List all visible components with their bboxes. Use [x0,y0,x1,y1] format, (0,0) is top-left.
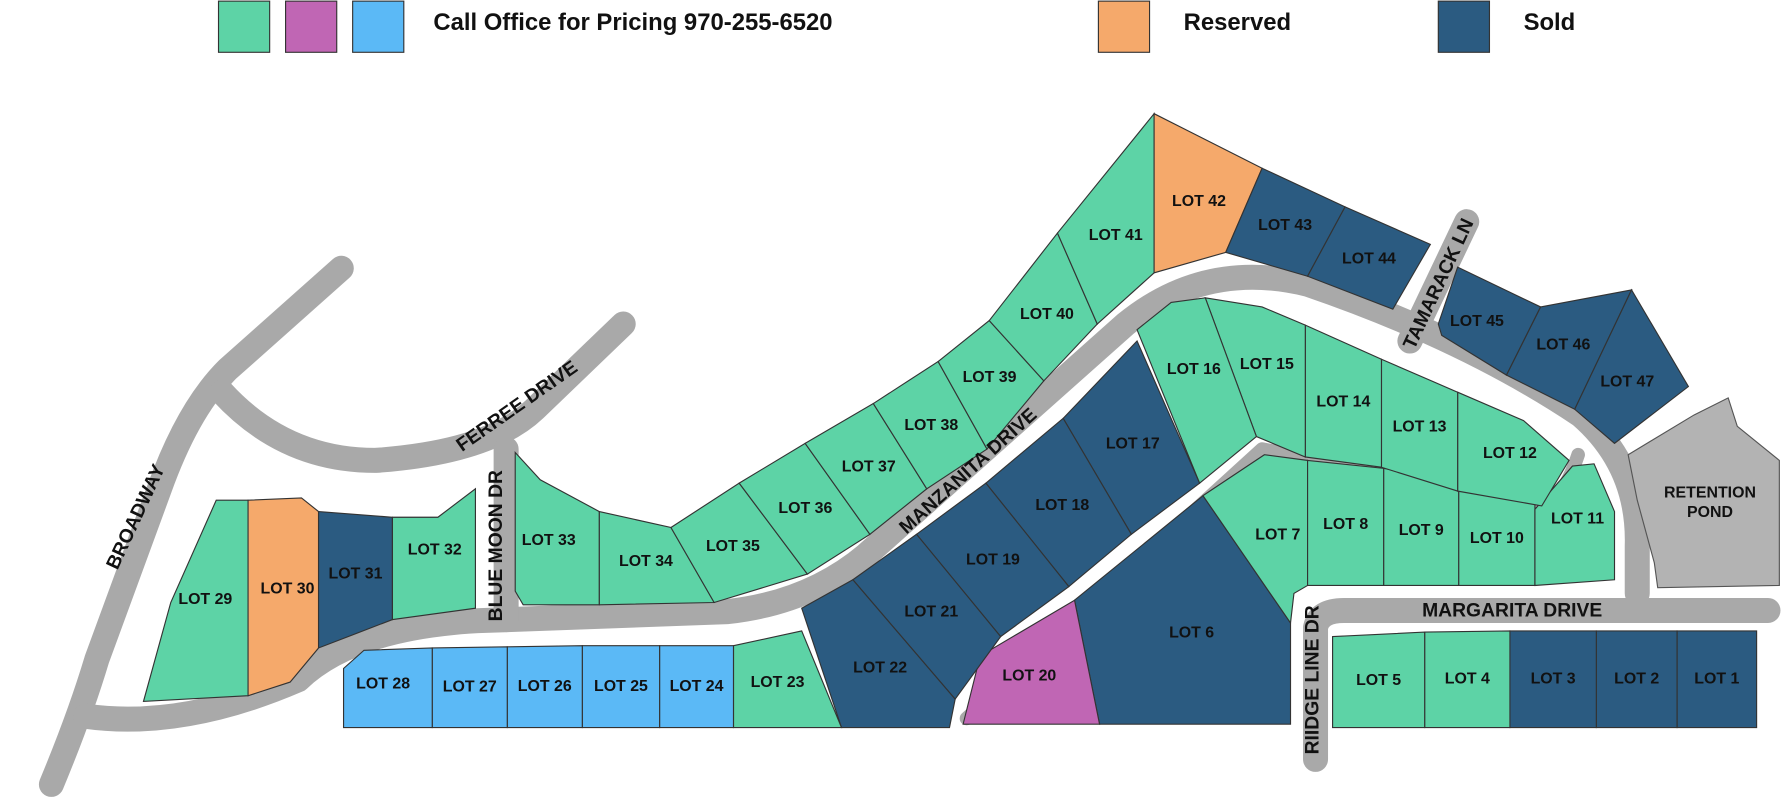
lot-label: LOT 42 [1172,193,1226,210]
lot-label: LOT 9 [1399,522,1444,539]
lot-label: LOT 25 [594,678,648,695]
road-label: MARGARITA DRIVE [1422,601,1602,622]
road [38,255,354,797]
lot-label: LOT 22 [853,660,907,677]
lot-label: LOT 29 [178,591,232,608]
lot-label: LOT 14 [1316,393,1370,410]
pond-label: RETENTION [1664,485,1756,502]
lot [1437,266,1542,376]
lot-label: LOT 19 [966,551,1020,568]
legend-swatch [285,0,338,53]
lot-label: LOT 12 [1483,445,1537,462]
lot-label: LOT 31 [329,565,383,582]
legend-label: Call Office for Pricing 970-255-6520 [433,9,832,36]
legend-swatch [352,0,405,53]
road-label: BLUE MOON DR [486,470,507,621]
road [72,264,1650,732]
pond-label: POND [1687,504,1733,521]
lot-label: LOT 13 [1393,419,1447,436]
lot [514,450,600,606]
lot-label: LOT 15 [1240,356,1294,373]
lot-label: LOT 37 [842,459,896,476]
road [1303,597,1781,772]
legend: Call Office for Pricing 970-255-6520 Rese… [217,0,1576,53]
lot [1136,297,1258,485]
lot-label: LOT 28 [356,676,410,693]
lot-label: LOT 34 [619,553,673,570]
lot-label: LOT 43 [1258,217,1312,234]
lot-label: LOT 10 [1470,530,1524,547]
legend-label: Sold [1524,9,1576,36]
lot-label: LOT 24 [670,678,724,695]
lot-label: LOT 11 [1551,511,1604,528]
lot-label: LOT 45 [1450,313,1504,330]
lot [391,487,476,621]
lot-label: LOT 35 [706,538,760,555]
lot [1574,288,1690,445]
lot-label: LOT 2 [1614,670,1659,687]
lot-label: LOT 6 [1169,625,1214,642]
lot [801,579,956,729]
lot-label: LOT 4 [1445,671,1490,688]
lot-label: LOT 26 [518,678,572,695]
lot-label: LOT 47 [1600,373,1654,390]
lot-label: LOT 32 [408,541,462,558]
lot-label: LOT 39 [963,369,1017,386]
lot-label: LOT 1 [1694,670,1739,687]
lot-label: LOT 30 [261,580,315,597]
lot [342,647,433,729]
road [209,311,636,473]
road-label: FERREE DRIVE [453,357,582,456]
legend-swatch [1097,0,1151,53]
lot [962,599,1101,725]
lot-label: LOT 46 [1536,337,1590,354]
lot-label: LOT 36 [778,500,832,517]
lot-label: LOT 3 [1531,670,1576,687]
road [1397,209,1480,354]
lot-label: LOT 40 [1020,306,1074,323]
lot-label: LOT 27 [443,679,497,696]
lots [142,112,1758,729]
lot-label: LOT 18 [1035,497,1089,514]
lot-label: LOT 44 [1342,250,1396,267]
lot-label: LOT 5 [1356,672,1401,689]
lot-label: LOT 23 [751,674,805,691]
retention-pond [1627,397,1780,589]
lot-label: LOT 17 [1106,435,1160,452]
legend-swatch [217,0,271,53]
legend-swatch [1437,0,1491,53]
lot-label: LOT 38 [904,417,958,434]
lot [1332,631,1426,729]
lot-label: LOT 7 [1255,527,1300,544]
lot-label: LOT 21 [904,604,958,621]
lot-label: LOT 16 [1167,361,1221,378]
lot-label: LOT 20 [1002,667,1056,684]
lot-label: LOT 33 [522,532,576,549]
legend-label: Reserved [1184,9,1291,36]
lot-label: LOT 8 [1323,516,1368,533]
lot [1306,206,1432,310]
lot-label: LOT 41 [1089,227,1143,244]
lot [142,499,249,703]
road-label: RIIDGE LINE DR [1302,605,1323,754]
lot [1534,463,1616,587]
